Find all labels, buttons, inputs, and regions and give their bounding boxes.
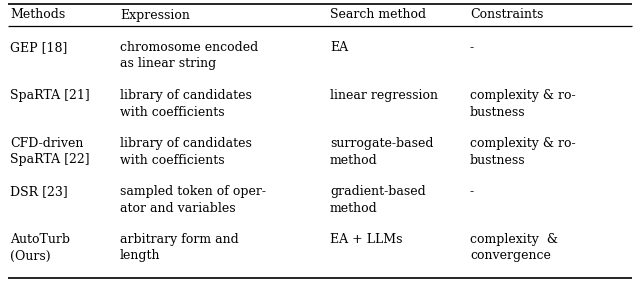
Text: -: - (470, 41, 474, 54)
Text: EA + LLMs: EA + LLMs (330, 233, 403, 246)
Text: Search method: Search method (330, 9, 426, 21)
Text: complexity  &
convergence: complexity & convergence (470, 233, 558, 262)
Text: surrogate-based
method: surrogate-based method (330, 137, 433, 166)
Text: library of candidates
with coefficients: library of candidates with coefficients (120, 89, 252, 119)
Text: DSR [23]: DSR [23] (10, 185, 68, 198)
Text: Methods: Methods (10, 9, 65, 21)
Text: EA: EA (330, 41, 348, 54)
Text: GEP [18]: GEP [18] (10, 41, 67, 54)
Text: Expression: Expression (120, 9, 190, 21)
Text: linear regression: linear regression (330, 89, 438, 102)
Text: Constraints: Constraints (470, 9, 543, 21)
Text: -: - (470, 185, 474, 198)
Text: gradient-based
method: gradient-based method (330, 185, 426, 215)
Text: SpaRTA [21]: SpaRTA [21] (10, 89, 90, 102)
Text: arbitrary form and
length: arbitrary form and length (120, 233, 239, 262)
Text: complexity & ro-
bustness: complexity & ro- bustness (470, 89, 575, 119)
Text: sampled token of oper-
ator and variables: sampled token of oper- ator and variable… (120, 185, 266, 215)
Text: chromosome encoded
as linear string: chromosome encoded as linear string (120, 41, 259, 70)
Text: AutoTurb
(Ours): AutoTurb (Ours) (10, 233, 70, 262)
Text: complexity & ro-
bustness: complexity & ro- bustness (470, 137, 575, 166)
Text: CFD-driven
SpaRTA [22]: CFD-driven SpaRTA [22] (10, 137, 90, 166)
Text: library of candidates
with coefficients: library of candidates with coefficients (120, 137, 252, 166)
